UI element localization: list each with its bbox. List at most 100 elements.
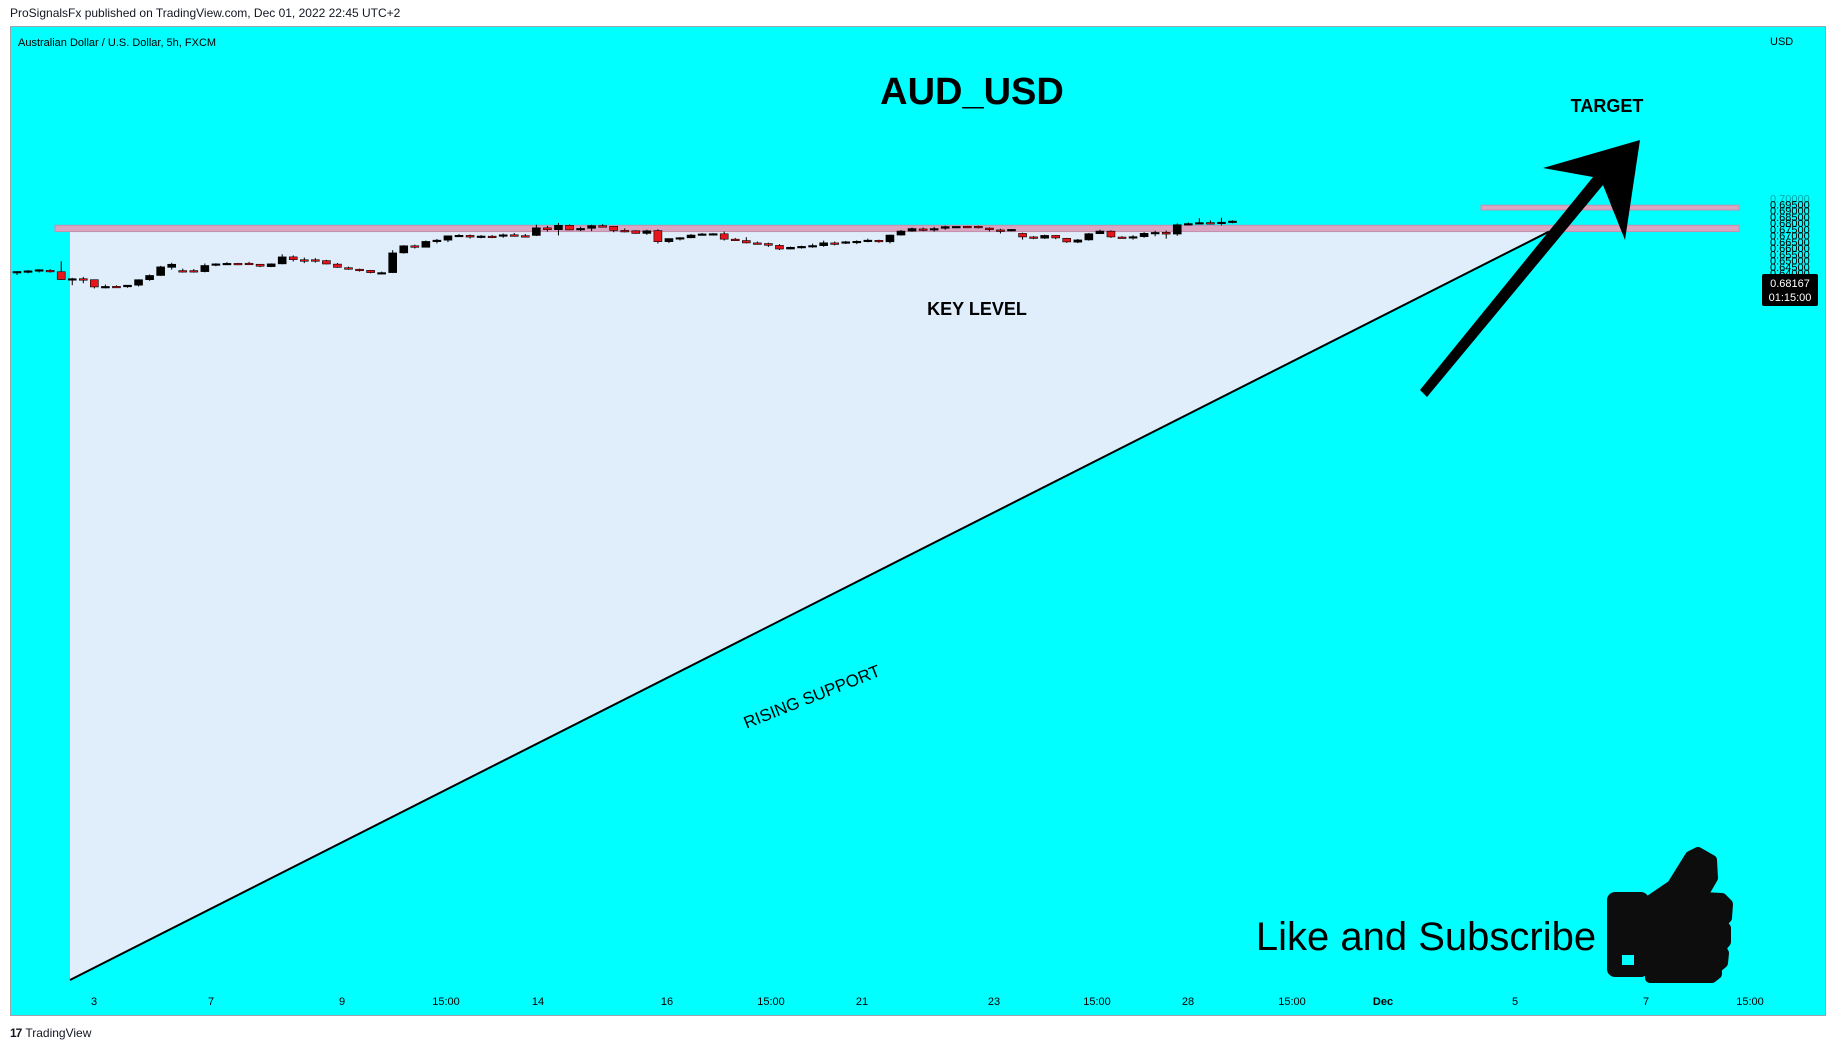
candle-down[interactable]	[985, 227, 994, 230]
candle-up[interactable]	[1228, 220, 1237, 223]
candle-down[interactable]	[79, 278, 88, 281]
candle-down[interactable]	[299, 259, 309, 262]
candle-up[interactable]	[222, 263, 232, 266]
candle-down[interactable]	[344, 267, 353, 270]
candle-down[interactable]	[311, 259, 320, 262]
candle-down[interactable]	[233, 263, 243, 266]
candle-down[interactable]	[255, 263, 265, 267]
candle-up[interactable]	[907, 228, 917, 232]
candle-down[interactable]	[355, 268, 364, 272]
candle-up[interactable]	[498, 234, 508, 237]
candle-up[interactable]	[786, 246, 795, 250]
candle-up[interactable]	[1007, 229, 1016, 232]
candle-down[interactable]	[1029, 236, 1038, 239]
candle-up[interactable]	[642, 230, 652, 234]
candle-up[interactable]	[675, 237, 685, 240]
candle-down[interactable]	[598, 225, 607, 228]
candle-up[interactable]	[377, 272, 386, 275]
candle-up[interactable]	[896, 230, 906, 236]
candle-up[interactable]	[200, 265, 210, 272]
candle-up[interactable]	[808, 245, 817, 248]
candle-down[interactable]	[189, 270, 199, 273]
candle-up[interactable]	[841, 241, 851, 244]
candle-down[interactable]	[112, 286, 121, 289]
candle-up[interactable]	[443, 235, 453, 241]
candle-down[interactable]	[178, 270, 188, 273]
candle-up[interactable]	[576, 228, 585, 231]
candle-down[interactable]	[322, 260, 331, 265]
candle-down[interactable]	[565, 225, 574, 231]
candle-down[interactable]	[1051, 235, 1060, 239]
candle-down[interactable]	[465, 235, 475, 238]
candle-up[interactable]	[852, 240, 862, 244]
candle-down[interactable]	[830, 242, 840, 245]
candle-up[interactable]	[1095, 230, 1105, 234]
candle-down[interactable]	[366, 270, 375, 273]
candle-down[interactable]	[730, 238, 740, 241]
candle-up[interactable]	[134, 279, 143, 286]
candle-up[interactable]	[1040, 235, 1049, 239]
candle-up[interactable]	[1195, 222, 1204, 225]
candle-down[interactable]	[620, 230, 630, 233]
candle-down[interactable]	[1062, 237, 1072, 243]
candle-up[interactable]	[940, 226, 950, 229]
candle-down[interactable]	[764, 243, 773, 246]
candle-up[interactable]	[686, 234, 696, 239]
candle-up[interactable]	[388, 252, 398, 273]
tradingview-brand[interactable]: 17 TradingView	[10, 1026, 91, 1040]
candle-down[interactable]	[974, 226, 983, 229]
candle-down[interactable]	[520, 235, 530, 238]
candle-up[interactable]	[1128, 236, 1138, 239]
rising-support-line[interactable]	[69, 230, 1550, 981]
candle-down[interactable]	[609, 226, 619, 231]
candle-down[interactable]	[90, 279, 99, 288]
candle-down[interactable]	[45, 270, 55, 273]
candle-up[interactable]	[819, 242, 828, 246]
candle-up[interactable]	[1073, 239, 1083, 243]
candle-down[interactable]	[1206, 222, 1215, 225]
candle-up[interactable]	[554, 225, 563, 230]
candle-down[interactable]	[56, 271, 66, 280]
candle-up[interactable]	[454, 235, 464, 238]
candle-up[interactable]	[156, 266, 165, 276]
time-axis[interactable]: 3 7 9 15:00 14 16 15:00 21 23 15:00 28 15:00 Dec 5 7 15…	[91, 996, 1764, 1008]
candle-up[interactable]	[399, 245, 409, 254]
candle-down[interactable]	[918, 228, 928, 231]
candle-down[interactable]	[487, 235, 497, 238]
candle-down[interactable]	[333, 263, 342, 268]
candle-up[interactable]	[929, 228, 939, 231]
candle-up[interactable]	[797, 246, 806, 249]
candle-down[interactable]	[996, 229, 1005, 232]
candle-up[interactable]	[708, 233, 718, 236]
candle-up[interactable]	[476, 235, 486, 238]
candle-up[interactable]	[1184, 223, 1193, 226]
candle-down[interactable]	[1018, 233, 1027, 238]
candle-up[interactable]	[1150, 232, 1160, 235]
candle-up[interactable]	[34, 269, 44, 272]
candle-up[interactable]	[951, 226, 961, 229]
thumbs-up-icon[interactable]	[1607, 847, 1733, 983]
candle-up[interactable]	[23, 270, 33, 273]
candle-up[interactable]	[277, 256, 287, 265]
candle-up[interactable]	[1084, 233, 1094, 241]
candle-down[interactable]	[1117, 236, 1127, 239]
candle-down[interactable]	[244, 262, 254, 266]
candle-up[interactable]	[1139, 233, 1149, 237]
candle-up[interactable]	[863, 239, 873, 242]
candle-up[interactable]	[12, 271, 22, 274]
candle-down[interactable]	[753, 242, 762, 245]
candle-down[interactable]	[874, 239, 884, 243]
candle-up[interactable]	[432, 239, 442, 242]
candle-up[interactable]	[532, 227, 541, 236]
candle-up[interactable]	[1172, 224, 1182, 235]
candle-up[interactable]	[697, 233, 707, 236]
candle-down[interactable]	[509, 234, 519, 237]
candle-up[interactable]	[211, 263, 221, 266]
candle-down[interactable]	[631, 230, 641, 234]
candle-up[interactable]	[587, 225, 596, 229]
candle-down[interactable]	[543, 227, 552, 230]
candle-up[interactable]	[123, 284, 132, 288]
candle-down[interactable]	[288, 256, 298, 260]
candle-down[interactable]	[775, 245, 784, 250]
